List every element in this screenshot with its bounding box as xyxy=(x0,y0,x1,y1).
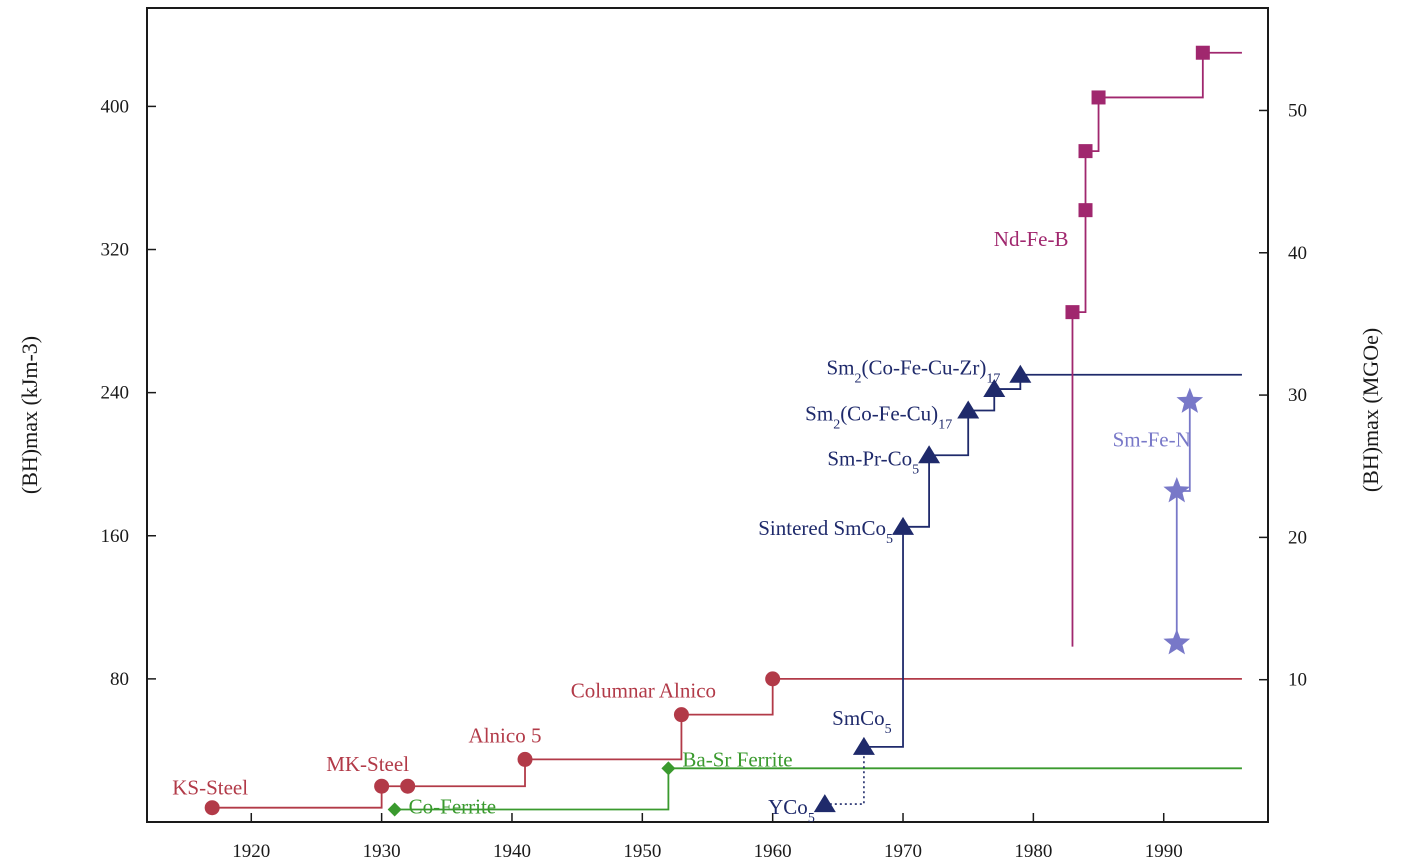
labels-group: KS-Steel MK-Steel Alnico 5 Columnar Alnico C… xyxy=(172,227,1190,826)
data-point-star xyxy=(1176,387,1204,413)
data-label: KS-Steel xyxy=(172,776,248,800)
data-label: MK-Steel xyxy=(326,752,409,776)
data-label: Co-Ferrite xyxy=(409,794,496,818)
data-point-circle xyxy=(400,778,416,794)
data-label: Sm-Pr-Co5 xyxy=(827,446,919,477)
data-point-circle xyxy=(517,751,533,767)
data-point-triangle xyxy=(1009,364,1032,383)
series-label-nd-fe-b: Nd-Fe-B xyxy=(994,227,1069,251)
data-point-square xyxy=(1091,90,1106,105)
data-label: Sintered SmCo5 xyxy=(758,516,893,547)
data-label: Ba-Sr Ferrite xyxy=(682,747,792,771)
data-point-triangle xyxy=(852,736,875,755)
series-line-sm-co-dotted xyxy=(824,746,865,805)
data-point-square xyxy=(1078,203,1093,218)
data-point-circle xyxy=(374,778,390,794)
y-tick-label-left: 160 xyxy=(101,526,130,547)
x-tick-label: 1930 xyxy=(363,841,401,862)
series-line-sm-co xyxy=(863,373,1242,748)
y-tick-label-left: 320 xyxy=(101,240,130,261)
series-group xyxy=(212,51,1242,811)
data-label: Alnico 5 xyxy=(469,723,542,747)
x-tick-label: 1960 xyxy=(754,841,792,862)
x-tick-label: 1920 xyxy=(232,841,270,862)
y-tick-label-right: 20 xyxy=(1288,527,1307,548)
data-point-star xyxy=(1163,477,1191,503)
x-tick-label: 1970 xyxy=(884,841,922,862)
data-point-diamond xyxy=(661,761,676,776)
y-tick-label-left: 240 xyxy=(101,383,130,404)
data-point-circle xyxy=(204,800,220,816)
markers-group xyxy=(204,45,1210,817)
x-tick-label: 1950 xyxy=(623,841,661,862)
data-label: Sm2(Co-Fe-Cu-Zr)17 xyxy=(827,356,1001,387)
data-point-square xyxy=(1078,144,1093,159)
series-line-steel-alnico xyxy=(212,677,1242,809)
data-point-diamond xyxy=(387,802,402,817)
y-axis-title-left: (BH)max (kJm-3) xyxy=(17,336,42,494)
data-point-square xyxy=(1195,45,1210,60)
series-line-ferrite xyxy=(394,767,1242,811)
x-tick-label: 1940 xyxy=(493,841,531,862)
data-label: Columnar Alnico xyxy=(571,679,716,703)
y-tick-label-right: 50 xyxy=(1288,100,1307,121)
data-point-triangle xyxy=(813,794,836,813)
x-tick-label: 1990 xyxy=(1145,841,1183,862)
data-point-circle xyxy=(765,671,781,687)
data-point-triangle xyxy=(957,400,980,419)
y-tick-label-right: 40 xyxy=(1288,243,1307,264)
x-tick-label: 1980 xyxy=(1014,841,1052,862)
data-point-star xyxy=(1163,629,1191,655)
data-label: YCo5 xyxy=(768,795,815,826)
y-tick-label-left: 80 xyxy=(110,669,129,690)
y-tick-label-right: 30 xyxy=(1288,385,1307,406)
data-label: Sm2(Co-Fe-Cu)17 xyxy=(805,402,952,433)
data-point-triangle xyxy=(892,516,915,535)
axes-group: 1920 1930 1940 1950 1960 1970 1980 1990 80 160 240… xyxy=(101,96,1308,862)
y-axis-title-right: (BH)max (MGOe) xyxy=(1358,328,1383,492)
series-line-nd-fe-b xyxy=(1071,51,1242,647)
y-tick-label-left: 400 xyxy=(101,96,130,117)
data-point-square xyxy=(1065,305,1080,320)
data-point-triangle xyxy=(983,379,1006,398)
y-tick-label-right: 10 xyxy=(1288,670,1307,691)
data-point-circle xyxy=(673,707,689,723)
series-label-sm-fe-n: Sm-Fe-N xyxy=(1113,427,1191,451)
plot-frame xyxy=(146,7,1269,823)
data-label: SmCo5 xyxy=(832,706,892,737)
data-point-triangle xyxy=(918,445,941,464)
